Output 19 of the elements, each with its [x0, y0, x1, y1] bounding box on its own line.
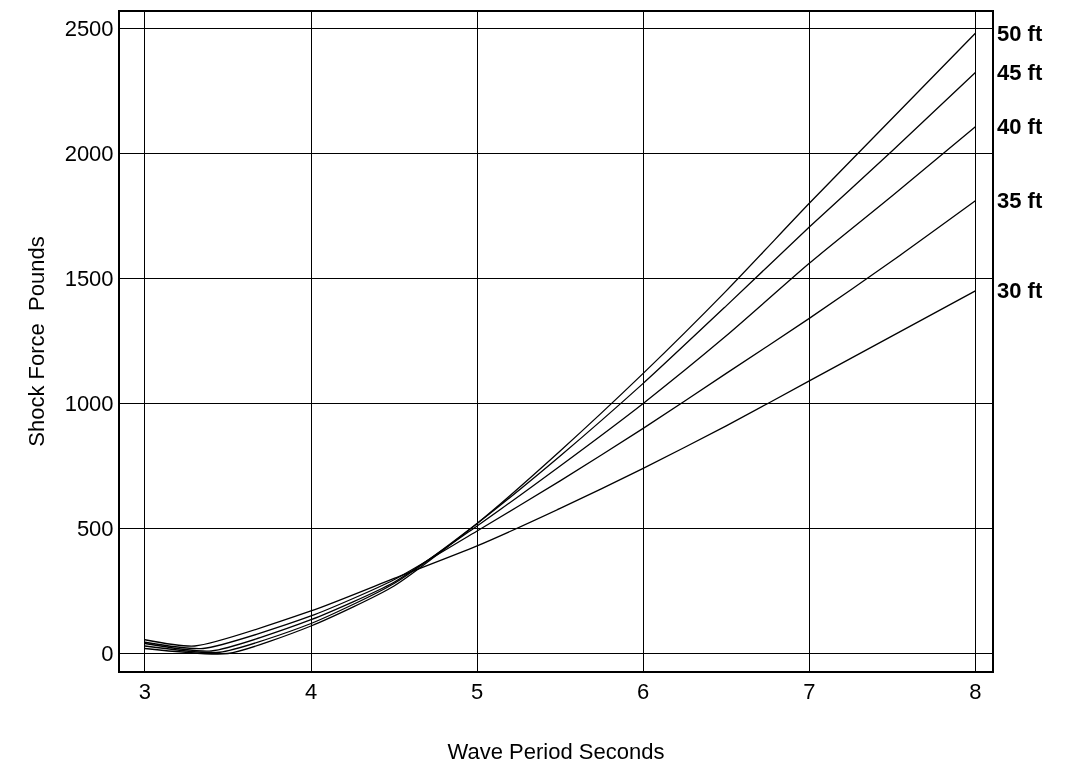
- x-tick-label: 4: [304, 679, 318, 705]
- series-label: 45 ft: [997, 60, 1043, 85]
- y-tick-label: 0: [101, 641, 114, 667]
- y-tick-label: 1500: [64, 266, 114, 292]
- y-tick-label: 2500: [64, 15, 114, 41]
- x-tick-label: 5: [470, 679, 484, 705]
- x-tick-label: 6: [637, 679, 650, 705]
- x-tick-label: 7: [803, 679, 816, 705]
- x-tick-label: 8: [969, 679, 982, 705]
- series-label: 30 ft: [997, 278, 1043, 303]
- y-tick-label: 1000: [64, 391, 114, 417]
- y-tick-label: 2000: [64, 141, 114, 166]
- series-label: 40 ft: [997, 114, 1043, 139]
- series-label: 35 ft: [997, 188, 1043, 213]
- series-label: 50 ft: [997, 21, 1043, 46]
- x-tick-label: 3: [138, 679, 152, 705]
- y-axis-title: Shock Force Pounds: [23, 236, 49, 447]
- x-axis-title: Wave Period Seconds: [447, 738, 665, 764]
- y-tick-label: 500: [76, 516, 114, 542]
